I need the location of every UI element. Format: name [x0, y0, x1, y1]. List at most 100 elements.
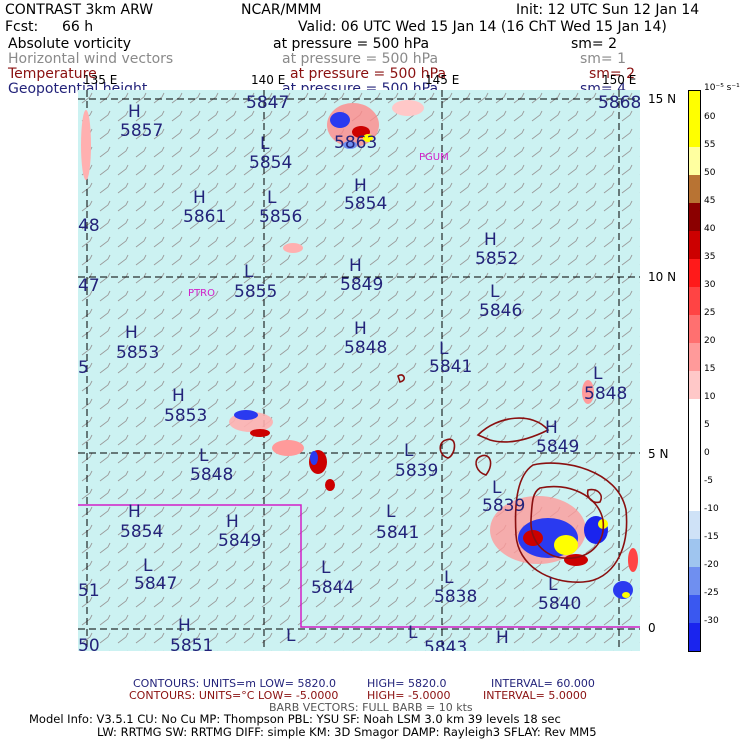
contour-info-temp: CONTOURS: UNITS=°C LOW= -5.0000	[129, 689, 339, 702]
low-value-9: 5839	[482, 496, 526, 516]
low-value-12: 5844	[311, 578, 355, 598]
colorbar-label: 55	[704, 140, 716, 150]
low-label-4: L	[490, 282, 500, 302]
low-value-2: 5856	[259, 207, 303, 227]
low-label-1: L	[260, 134, 270, 154]
forecast-label: Fcst:	[5, 19, 39, 35]
model-info-line2: LW: RRTMG SW: RRTMG DIFF: simple KM: 3D …	[97, 725, 597, 739]
lat-label-0: 0	[648, 621, 656, 635]
field-smooth-temperature: sm= 2	[589, 66, 636, 82]
low-label-7: L	[404, 441, 414, 461]
lon-label-135: 135 E	[83, 73, 118, 87]
high-label-13: H	[496, 628, 509, 648]
height-value-peak: 5863	[334, 133, 378, 153]
lon-label-140: 140 E	[251, 73, 286, 87]
low-value-7: 5839	[395, 461, 439, 481]
high-label-8: H	[172, 386, 185, 406]
edge-value-bottom: 5843	[424, 638, 468, 652]
high-label-9: H	[545, 418, 558, 438]
temperature-contours	[397, 374, 628, 583]
low-label-9: L	[492, 478, 502, 498]
contour-high-temp: HIGH= -5.0000	[367, 689, 451, 702]
vorticity-patches	[81, 100, 638, 599]
colorbar-segment	[689, 259, 700, 287]
org-name: NCAR/MMM	[241, 2, 322, 18]
high-value-3: 5854	[344, 194, 388, 214]
colorbar-segment	[689, 287, 700, 315]
high-label-4: H	[349, 256, 362, 276]
low-value-11: 5847	[134, 574, 178, 594]
colorbar-segment	[689, 175, 700, 203]
colorbar-segment	[689, 343, 700, 371]
low-value-5: 5841	[429, 357, 473, 377]
lat-lon-grid	[78, 90, 640, 651]
colorbar-segment	[689, 595, 700, 623]
high-value-8: 5853	[164, 406, 208, 426]
low-label-8: L	[199, 446, 209, 466]
colorbar-label: 25	[704, 308, 716, 318]
colorbar-segment	[689, 91, 700, 119]
colorbar-unit: 10⁻⁵ s⁻¹	[704, 83, 740, 93]
high-value-9: 5849	[536, 437, 580, 457]
low-label-13: L	[444, 568, 454, 588]
high-value-11: 5849	[218, 531, 262, 551]
colorbar-label: 10	[704, 392, 716, 402]
colorbar-label: 0	[704, 448, 710, 458]
colorbar-segment	[689, 231, 700, 259]
high-label-6: H	[125, 323, 138, 343]
forecast-hour: 66 h	[62, 19, 94, 35]
colorbar-segment	[689, 203, 700, 231]
low-label-2: L	[267, 188, 277, 208]
station-ptro: PTRO	[188, 288, 215, 299]
high-label-3: H	[354, 176, 367, 196]
colorbar-label: -5	[704, 476, 713, 486]
colorbar-segment	[689, 483, 700, 511]
height-value-ne: 5868	[598, 93, 640, 113]
high-label-5: H	[484, 230, 497, 250]
colorbar-label: 15	[704, 364, 716, 374]
edge-value-47: 47	[78, 276, 100, 296]
colorbar-label: -15	[704, 532, 719, 542]
high-value-10: 5854	[120, 522, 164, 542]
high-label-2: H	[193, 188, 206, 208]
colorbar-label: -25	[704, 588, 719, 598]
init-time: Init: 12 UTC Sun 12 Jan 14	[516, 2, 700, 18]
colorbar-label: 50	[704, 168, 716, 178]
colorbar-segment	[689, 315, 700, 343]
high-value-2: 5861	[183, 207, 227, 227]
colorbar-label: 5	[704, 420, 710, 430]
high-value-12: 5851	[170, 636, 214, 652]
high-value-1: 5857	[120, 121, 164, 141]
colorbar-label: 20	[704, 336, 716, 346]
field-level-vorticity: at pressure = 500 hPa	[273, 36, 430, 52]
colorbar-label: 35	[704, 252, 716, 262]
lon-label-145: 145 E	[425, 73, 460, 87]
contour-high-height: HIGH= 5820.0	[367, 677, 447, 690]
low-label-15: L	[286, 626, 296, 646]
contour-info-height: CONTOURS: UNITS=m LOW= 5820.0	[133, 677, 336, 690]
lon-label-150: 150 E	[602, 73, 637, 87]
wind-barb-field	[78, 90, 640, 651]
low-label-12: L	[321, 558, 331, 578]
low-value-1: 5854	[249, 153, 293, 173]
colorbar	[688, 90, 701, 652]
field-name-temperature: Temperature	[8, 66, 97, 82]
high-label-1: H	[128, 102, 141, 122]
field-level-temperature: at pressure = 500 hPa	[290, 66, 447, 82]
lat-label-5n: 5 N	[648, 447, 669, 461]
barb-info: BARB VECTORS: FULL BARB = 10 kts	[269, 701, 473, 714]
colorbar-label: 30	[704, 280, 716, 290]
colorbar-label: 40	[704, 224, 716, 234]
high-label-7: H	[354, 319, 367, 339]
high-value-5: 5852	[475, 249, 519, 269]
height-value-top: 5847	[246, 93, 290, 113]
low-label-14: L	[548, 575, 558, 595]
low-value-14: 5840	[538, 594, 582, 614]
contour-interval-temp: INTERVAL= 5.0000	[483, 689, 587, 702]
low-label-11: L	[143, 556, 153, 576]
colorbar-segment	[689, 371, 700, 399]
model-title: CONTRAST 3km ARW	[5, 2, 154, 18]
colorbar-segment	[689, 399, 700, 427]
valid-time: Valid: 06 UTC Wed 15 Jan 14 (16 ChT Wed …	[298, 19, 667, 35]
colorbar-segment	[689, 119, 700, 147]
